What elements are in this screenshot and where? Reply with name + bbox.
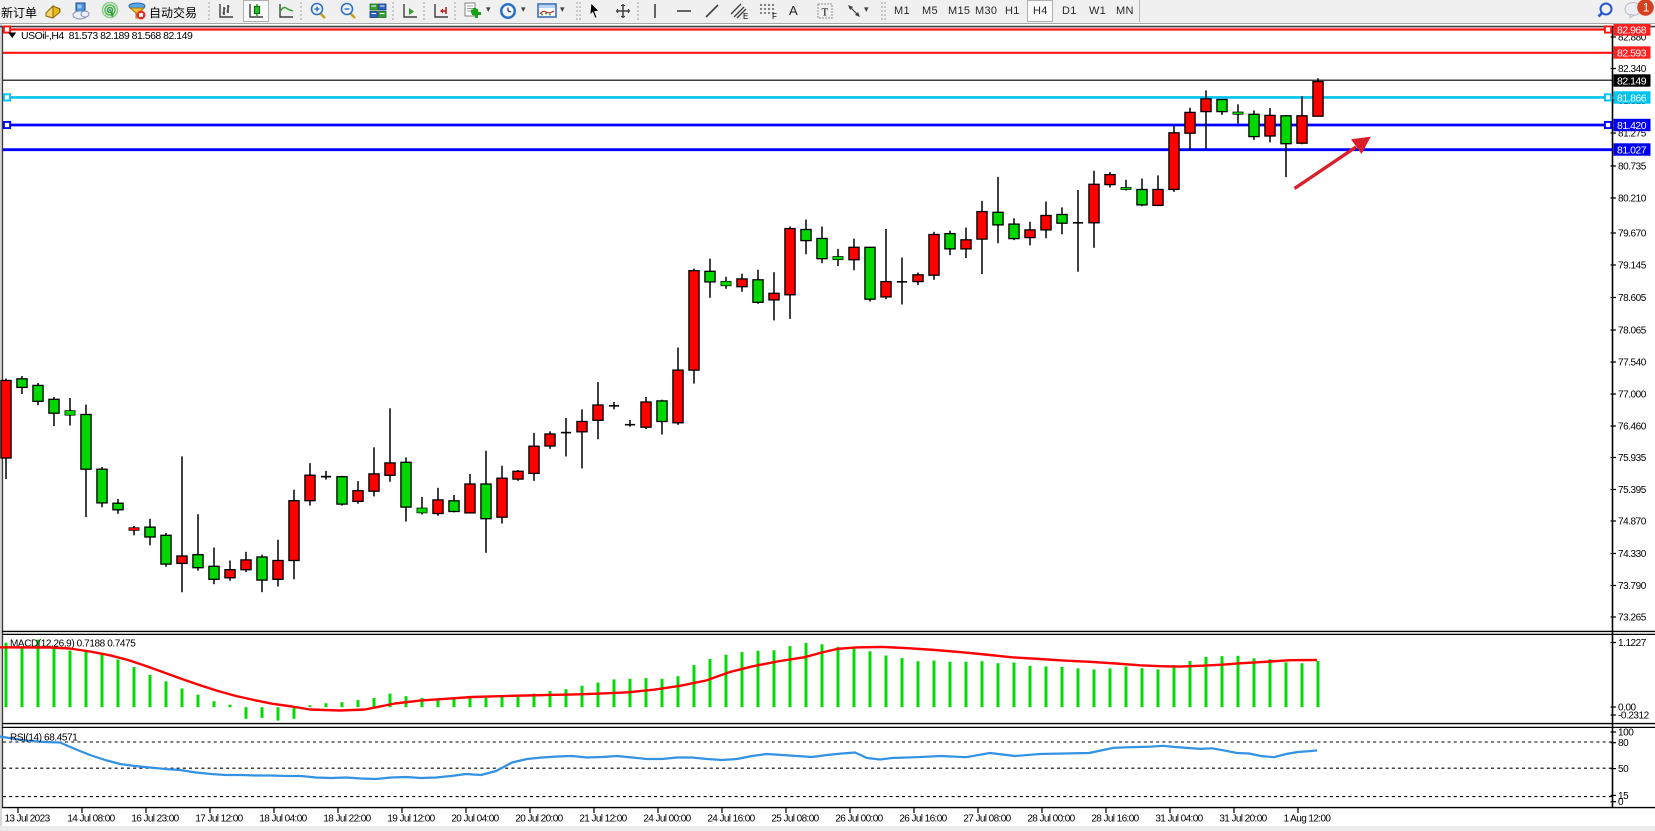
svg-text:18 Jul 22:00: 18 Jul 22:00 — [323, 814, 371, 825]
svg-text:17 Jul 12:00: 17 Jul 12:00 — [195, 814, 243, 825]
svg-text:81.866: 81.866 — [1617, 92, 1647, 104]
svg-text:77.000: 77.000 — [1618, 390, 1647, 401]
svg-text:13 Jul 2023: 13 Jul 2023 — [4, 814, 50, 825]
svg-text:81.420: 81.420 — [1617, 120, 1647, 132]
svg-text:75.395: 75.395 — [1618, 485, 1647, 496]
svg-text:31 Jul 04:00: 31 Jul 04:00 — [1155, 814, 1203, 825]
svg-text:E: E — [743, 12, 748, 20]
svg-text:82.880: 82.880 — [1618, 33, 1647, 44]
svg-text:0: 0 — [1618, 797, 1624, 808]
svg-text:19 Jul 12:00: 19 Jul 12:00 — [387, 814, 435, 825]
svg-text:80: 80 — [1618, 738, 1629, 749]
svg-text:26 Jul 00:00: 26 Jul 00:00 — [835, 814, 883, 825]
svg-text:80.210: 80.210 — [1618, 194, 1647, 205]
svg-text:MACD(12,26,9) 0.7188 0.7475: MACD(12,26,9) 0.7188 0.7475 — [10, 639, 136, 650]
svg-text:16 Jul 23:00: 16 Jul 23:00 — [131, 814, 179, 825]
svg-text:21 Jul 12:00: 21 Jul 12:00 — [579, 814, 627, 825]
svg-text:100: 100 — [1618, 728, 1634, 739]
svg-text:31 Jul 20:00: 31 Jul 20:00 — [1219, 814, 1267, 825]
svg-text:0.00: 0.00 — [1618, 703, 1637, 714]
svg-text:76.460: 76.460 — [1618, 422, 1647, 433]
svg-text:1 Aug 12:00: 1 Aug 12:00 — [1284, 814, 1332, 825]
svg-text:27 Jul 08:00: 27 Jul 08:00 — [963, 814, 1011, 825]
svg-text:26 Jul 16:00: 26 Jul 16:00 — [899, 814, 947, 825]
svg-text:81.027: 81.027 — [1617, 144, 1647, 156]
svg-text:USOil-,H4 81.573 82.189 81.56: USOil-,H4 81.573 82.189 81.568 82.149 — [21, 30, 193, 42]
svg-text:73.265: 73.265 — [1618, 613, 1647, 624]
svg-text:82.340: 82.340 — [1618, 64, 1647, 75]
svg-text:28 Jul 16:00: 28 Jul 16:00 — [1091, 814, 1139, 825]
svg-text:24 Jul 00:00: 24 Jul 00:00 — [643, 814, 691, 825]
svg-text:73.790: 73.790 — [1618, 581, 1647, 592]
svg-text:78.065: 78.065 — [1618, 326, 1647, 337]
svg-text:82.149: 82.149 — [1617, 75, 1647, 87]
svg-text:74.870: 74.870 — [1618, 517, 1647, 528]
svg-text:RSI(14) 68.4571: RSI(14) 68.4571 — [10, 733, 78, 744]
svg-text:74.330: 74.330 — [1618, 549, 1647, 560]
svg-text:28 Jul 00:00: 28 Jul 00:00 — [1027, 814, 1075, 825]
svg-text:81.275: 81.275 — [1618, 129, 1647, 140]
svg-text:F: F — [772, 12, 777, 20]
svg-text:75.935: 75.935 — [1618, 453, 1647, 464]
svg-text:15: 15 — [1618, 791, 1629, 802]
svg-text:18 Jul 04:00: 18 Jul 04:00 — [259, 814, 307, 825]
svg-text:79.145: 79.145 — [1618, 261, 1647, 272]
svg-text:82.968: 82.968 — [1617, 24, 1647, 36]
svg-text:20 Jul 20:00: 20 Jul 20:00 — [515, 814, 563, 825]
svg-text:78.605: 78.605 — [1618, 293, 1647, 304]
svg-text:1: 1 — [1643, 1, 1650, 15]
svg-text:1.1227: 1.1227 — [1618, 638, 1647, 649]
svg-text:25 Jul 08:00: 25 Jul 08:00 — [771, 814, 819, 825]
svg-text:79.670: 79.670 — [1618, 229, 1647, 240]
svg-text:20 Jul 04:00: 20 Jul 04:00 — [451, 814, 499, 825]
svg-text:14 Jul 08:00: 14 Jul 08:00 — [67, 814, 115, 825]
svg-text:-0.2312: -0.2312 — [1618, 711, 1650, 722]
svg-text:24 Jul 16:00: 24 Jul 16:00 — [707, 814, 755, 825]
svg-text:77.540: 77.540 — [1618, 358, 1647, 369]
svg-text:T: T — [822, 7, 829, 19]
svg-text:50: 50 — [1618, 764, 1629, 775]
svg-text:80.735: 80.735 — [1618, 162, 1647, 173]
svg-text:82.593: 82.593 — [1617, 47, 1647, 59]
